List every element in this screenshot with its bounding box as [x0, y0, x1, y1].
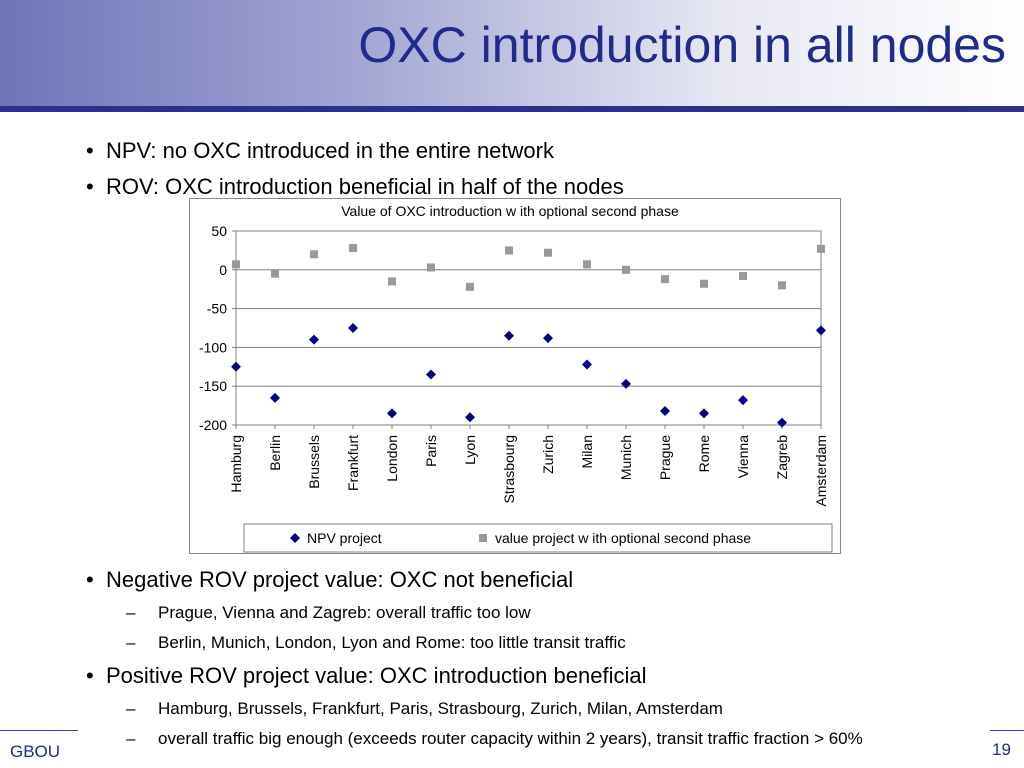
rov-point [388, 277, 396, 286]
bullet-icon: • [86, 663, 94, 688]
sub-bullet-text: Prague, Vienna and Zagreb: overall traff… [158, 603, 531, 622]
npv-point [699, 408, 709, 419]
npv-point [543, 333, 553, 344]
sub-bullet-low-transit: – Berlin, Munich, London, Lyon and Rome: … [86, 628, 863, 658]
rov-point [778, 281, 786, 290]
rov-point [271, 269, 279, 278]
bullet-text: Negative ROV project value: OXC not bene… [106, 567, 574, 592]
x-tick-label: Amsterdam [813, 435, 829, 507]
x-tick-label: Strasbourg [501, 435, 517, 503]
dash-icon: – [126, 699, 136, 718]
npv-point [231, 361, 241, 372]
y-tick-label: 0 [219, 262, 227, 278]
footer-right-rule [990, 730, 1024, 731]
chart-svg: Value of OXC introduction w ith optional… [189, 198, 841, 554]
legend-box [243, 523, 833, 553]
y-tick-label: -200 [199, 417, 227, 433]
x-tick-label: Brussels [306, 435, 322, 489]
npv-point [582, 359, 592, 370]
x-tick-label: Rome [696, 435, 712, 473]
page-number: 19 [992, 740, 1011, 759]
dash-icon: – [126, 729, 136, 748]
y-tick-label: 50 [211, 223, 227, 239]
npv-point [504, 330, 514, 341]
sub-bullet-positive-cities: – Hamburg, Brussels, Frankfurt, Paris, St… [86, 694, 863, 724]
legend-npv-marker [290, 533, 300, 543]
npv-point [777, 417, 787, 428]
rov-point [466, 282, 474, 291]
x-tick-label: Munich [618, 435, 634, 480]
npv-point [387, 408, 397, 419]
npv-point [426, 369, 436, 380]
npv-point [348, 323, 358, 333]
rov-point [583, 260, 591, 269]
y-tick-label: -100 [199, 339, 227, 355]
sub-bullet-text: Hamburg, Brussels, Frankfurt, Paris, Str… [158, 699, 723, 718]
npv-point [621, 378, 631, 389]
npv-point [309, 334, 319, 345]
x-tick-label: London [384, 435, 400, 482]
bullet-text: Positive ROV project value: OXC introduc… [106, 663, 647, 688]
bullet-npv: • NPV: no OXC introduced in the entire ne… [86, 133, 624, 169]
x-tick-label: Zurich [540, 435, 556, 474]
npv-point [816, 325, 826, 336]
bullet-icon: • [86, 138, 94, 163]
bullet-icon: • [86, 174, 94, 199]
chart-frame [189, 198, 841, 554]
x-tick-label: Hamburg [228, 435, 244, 493]
x-tick-label: Lyon [462, 435, 478, 465]
footer-label: GBOU [10, 742, 61, 761]
x-tick-label: Milan [579, 435, 595, 468]
x-tick-label: Zagreb [774, 435, 790, 480]
rov-point [700, 279, 708, 288]
rov-point [427, 263, 435, 272]
rov-point [661, 275, 669, 284]
rov-point [505, 246, 513, 255]
bullet-negative: • Negative ROV project value: OXC not ben… [86, 562, 863, 598]
title-band [0, 0, 1024, 108]
bullet-text: ROV: OXC introduction beneficial in half… [106, 174, 624, 199]
legend-rov-marker [479, 534, 487, 542]
x-tick-label: Frankfurt [345, 435, 361, 491]
rov-point [622, 265, 630, 274]
chart-title: Value of OXC introduction w ith optional… [341, 203, 679, 219]
npv-point [738, 395, 748, 406]
top-bullet-list: • NPV: no OXC introduced in the entire ne… [86, 133, 624, 205]
x-tick-label: Vienna [735, 435, 751, 479]
npv-point [270, 392, 280, 403]
x-tick-label: Prague [657, 435, 673, 480]
rov-point [817, 244, 825, 253]
sub-bullet-text: Berlin, Munich, London, Lyon and Rome: t… [158, 633, 626, 652]
bullet-text: NPV: no OXC introduced in the entire net… [106, 138, 554, 163]
sub-bullet-low-traffic: – Prague, Vienna and Zagreb: overall traf… [86, 598, 863, 628]
dash-icon: – [126, 603, 136, 622]
y-tick-label: -150 [199, 378, 227, 394]
x-tick-label: Paris [423, 435, 439, 467]
y-tick-label: -50 [207, 301, 227, 317]
rov-point [739, 272, 747, 281]
npv-point [465, 412, 475, 423]
legend-label-rov: value project w ith optional second phas… [495, 530, 751, 546]
legend-label-npv: NPV project [307, 530, 382, 546]
bottom-bullet-list: • Negative ROV project value: OXC not ben… [86, 562, 863, 754]
rov-point [349, 244, 357, 253]
bullet-rov: • ROV: OXC introduction beneficial in hal… [86, 169, 624, 205]
rov-point [544, 248, 552, 257]
rov-point [232, 260, 240, 269]
dash-icon: – [126, 633, 136, 652]
footer-left-rule [0, 730, 78, 731]
rov-point [310, 250, 318, 259]
chart: Value of OXC introduction w ith optional… [189, 198, 841, 554]
sub-bullet-traffic-reason: – overall traffic big enough (exceeds rou… [86, 724, 863, 754]
title-rule [0, 106, 1024, 112]
x-tick-label: Berlin [267, 435, 283, 471]
bullet-icon: • [86, 567, 94, 592]
npv-point [660, 406, 670, 417]
slide-title: OXC introduction in all nodes [358, 17, 1006, 73]
bullet-positive: • Positive ROV project value: OXC introdu… [86, 658, 863, 694]
sub-bullet-text: overall traffic big enough (exceeds rout… [158, 729, 863, 748]
